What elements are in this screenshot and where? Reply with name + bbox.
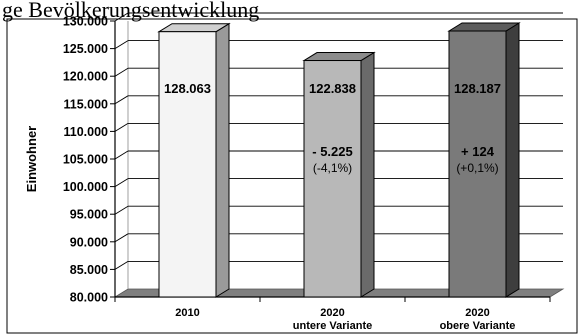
gridline-diag	[114, 123, 129, 132]
chart-caption: ge Bevölkerungsentwicklung	[2, 0, 259, 22]
bar-side	[360, 51, 375, 298]
plot-area: 80.000 85.000 90.000 95.000 100.000 105.000 11…	[63, 12, 565, 332]
y-tick-label: 130.000	[63, 15, 108, 29]
gridline-diag	[114, 67, 129, 77]
bar-percent-label: (+0,1%)	[456, 161, 498, 175]
bar-top	[157, 23, 231, 33]
y-tick-label: 80.000	[70, 291, 108, 305]
x-category-label: 2010	[175, 307, 199, 319]
bar-delta-label: + 124	[461, 144, 495, 159]
y-tick-label: 100.000	[63, 180, 108, 194]
bar	[303, 60, 362, 298]
gridline-diag	[114, 205, 129, 215]
bar-delta-label: - 5.225	[312, 144, 352, 159]
bar-top	[447, 22, 521, 32]
gridline-diag	[114, 233, 129, 243]
y-tick-label: 95.000	[70, 208, 108, 222]
gridline-diag	[114, 40, 129, 49]
gridline-diag	[114, 95, 129, 105]
y-tick-label: 120.000	[63, 70, 108, 84]
gridline-diag	[114, 12, 129, 22]
x-subcategory-label: obere Variante	[440, 320, 516, 332]
x-category-label: 2020	[320, 307, 344, 319]
y-tick-label: 125.000	[63, 42, 108, 56]
bar	[158, 31, 217, 298]
y-tick-label: 90.000	[70, 235, 108, 249]
y-tick-label: 115.000	[64, 97, 109, 111]
gridline-diag	[114, 261, 129, 270]
y-axis-label: Einwohner	[24, 126, 39, 192]
y-tick-label: 105.000	[63, 153, 108, 167]
bar-value-label: 128.187	[454, 81, 501, 96]
bar-value-label: 122.838	[309, 81, 356, 96]
x-subcategory-label: untere Variante	[293, 320, 372, 332]
bar-value-label: 128.063	[164, 81, 211, 96]
chart-frame	[6, 18, 578, 334]
x-category-label: 2020	[465, 307, 489, 319]
bar-percent-label: (-4,1%)	[313, 161, 352, 175]
bar-side	[505, 22, 520, 298]
bar	[448, 30, 507, 298]
bar-side	[215, 22, 230, 298]
y-tick-label: 85.000	[70, 263, 108, 277]
gridline-diag	[114, 178, 129, 187]
bar-top	[302, 52, 376, 62]
gridline-diag	[114, 150, 129, 160]
y-tick-label: 110.000	[64, 125, 109, 139]
